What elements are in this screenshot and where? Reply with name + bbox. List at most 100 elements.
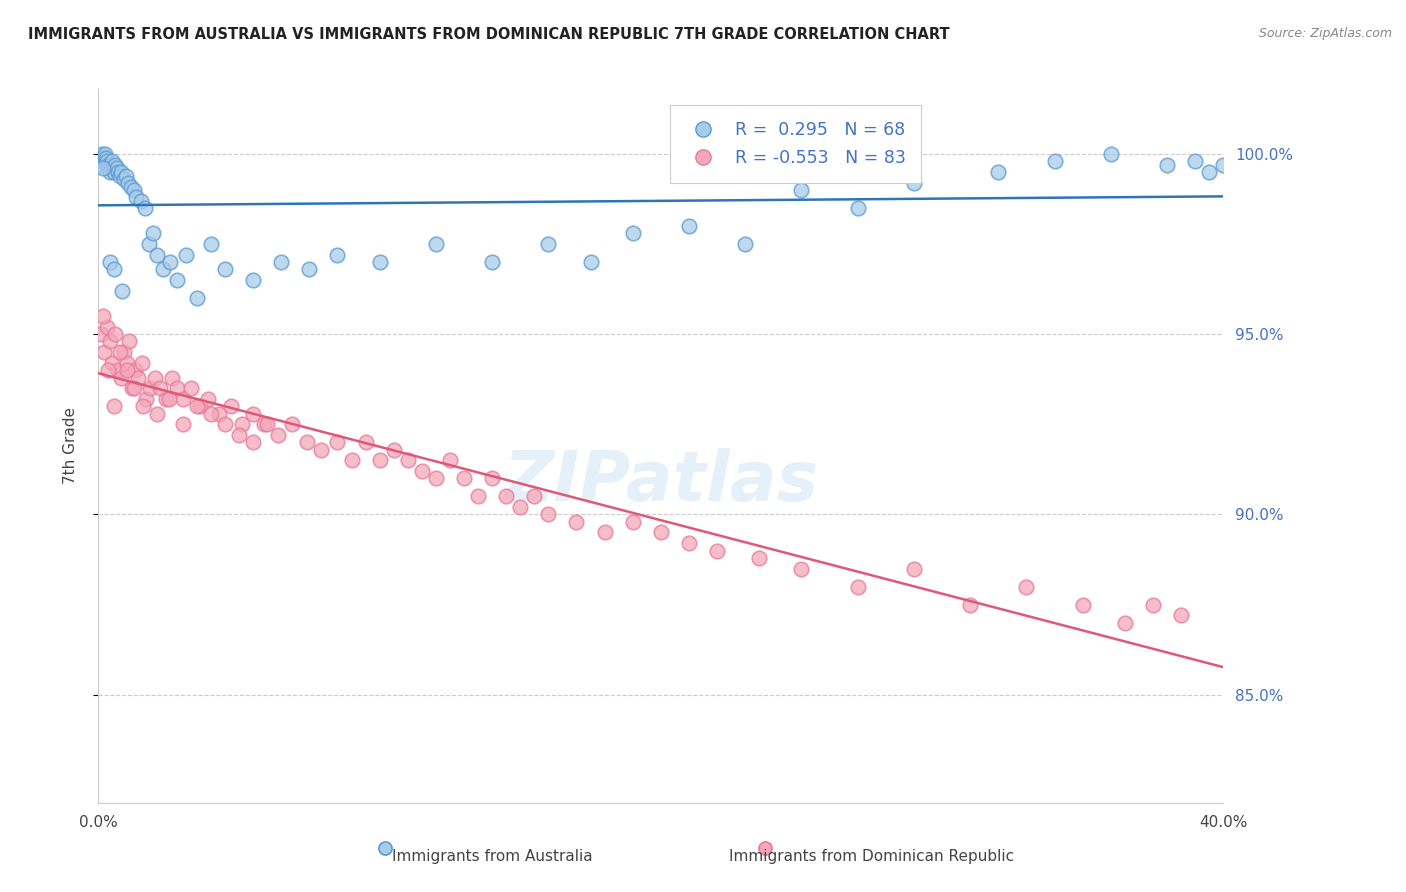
Point [396, 453, 419, 467]
Point [256, 417, 278, 432]
Point [678, 536, 700, 550]
Y-axis label: 7th Grade: 7th Grade [63, 408, 77, 484]
Point [253, 417, 276, 432]
Point [146, 248, 169, 262]
Point [411, 464, 433, 478]
Point [108, 169, 131, 183]
Point [650, 525, 672, 540]
Point [90, 327, 112, 342]
Point [481, 471, 503, 485]
Point [425, 237, 447, 252]
Point [104, 158, 127, 172]
Point [93, 345, 115, 359]
Point [509, 500, 531, 515]
Point [537, 508, 560, 522]
Point [149, 381, 172, 395]
Point [157, 392, 180, 406]
Point [267, 428, 290, 442]
Point [231, 417, 253, 432]
Point [180, 381, 202, 395]
Point [138, 237, 160, 252]
Point [481, 255, 503, 269]
Text: Source: ZipAtlas.com: Source: ZipAtlas.com [1258, 27, 1392, 40]
Point [90, 151, 112, 165]
Point [117, 176, 139, 190]
Point [340, 453, 363, 467]
Point [174, 248, 197, 262]
Text: Immigrants from Dominican Republic: Immigrants from Dominican Republic [730, 849, 1014, 863]
Point [197, 392, 219, 406]
Point [326, 248, 349, 262]
Point [242, 273, 264, 287]
Point [382, 442, 405, 457]
Point [108, 345, 131, 359]
Point [96, 154, 118, 169]
Point [228, 428, 250, 442]
Point [354, 435, 377, 450]
Point [97, 161, 120, 176]
Text: Immigrants from Australia: Immigrants from Australia [392, 849, 592, 863]
Point [495, 490, 517, 504]
Point [903, 176, 925, 190]
Point [94, 151, 117, 165]
Point [298, 262, 321, 277]
Legend: R =  0.295   N = 68, R = -0.553   N = 83: R = 0.295 N = 68, R = -0.553 N = 83 [671, 105, 921, 183]
Point [112, 345, 135, 359]
Point [152, 262, 174, 277]
Point [166, 273, 188, 287]
Point [987, 165, 1010, 179]
Point [94, 147, 117, 161]
Point [621, 227, 644, 241]
Point [91, 161, 114, 176]
Point [1170, 608, 1192, 623]
Point [107, 165, 129, 179]
Point [143, 370, 166, 384]
Point [593, 525, 616, 540]
Point [748, 550, 770, 565]
Point [790, 183, 813, 197]
Point [523, 490, 546, 504]
Point [98, 165, 121, 179]
Point [100, 158, 122, 172]
Point [110, 370, 132, 384]
Point [134, 201, 156, 215]
Point [122, 381, 145, 395]
Point [214, 262, 236, 277]
Point [565, 515, 588, 529]
Point [1071, 598, 1094, 612]
Point [270, 255, 292, 269]
Point [186, 400, 208, 414]
Point [172, 392, 194, 406]
Point [131, 356, 153, 370]
Point [200, 237, 222, 252]
Point [425, 471, 447, 485]
Point [1099, 147, 1122, 161]
Point [1184, 154, 1206, 169]
Point [90, 154, 112, 169]
Point [754, 841, 776, 855]
Point [135, 392, 157, 406]
Point [903, 561, 925, 575]
Point [115, 169, 138, 183]
Point [453, 471, 475, 485]
Point [142, 227, 165, 241]
Point [115, 363, 138, 377]
Point [374, 841, 396, 855]
Point [91, 154, 114, 169]
Point [1142, 598, 1164, 612]
Point [1198, 165, 1220, 179]
Point [97, 363, 120, 377]
Point [110, 165, 132, 179]
Point [208, 407, 231, 421]
Point [124, 363, 146, 377]
Point [103, 165, 125, 179]
Point [125, 190, 148, 204]
Point [281, 417, 304, 432]
Point [103, 262, 125, 277]
Point [132, 400, 155, 414]
Point [93, 151, 115, 165]
Point [105, 161, 128, 176]
Point [93, 154, 115, 169]
Point [93, 158, 115, 172]
Point [90, 147, 112, 161]
